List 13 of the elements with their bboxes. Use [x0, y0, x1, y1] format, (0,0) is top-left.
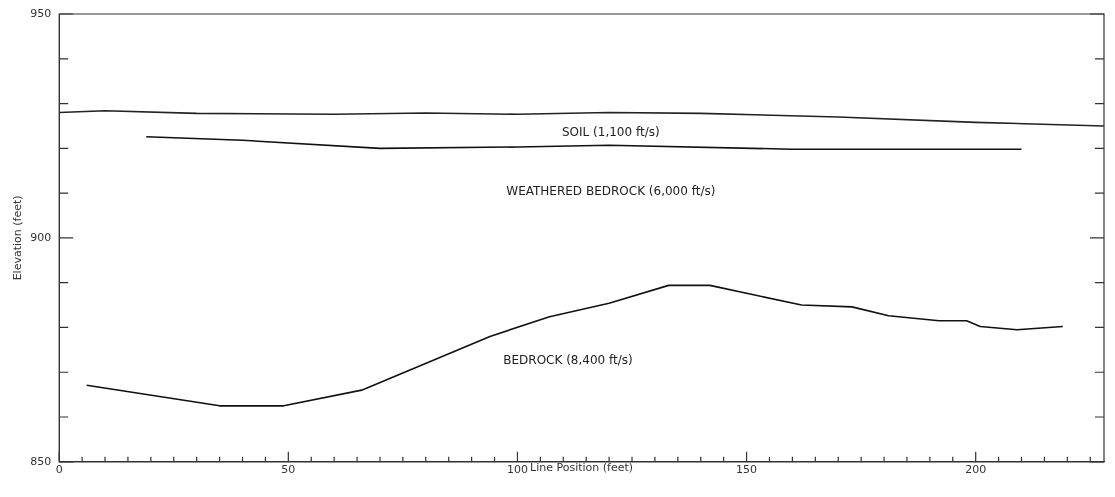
y-tick-label: 900	[30, 230, 52, 244]
x-tick-label: 150	[736, 463, 758, 477]
x-tick-label: 100	[506, 463, 528, 477]
x-tick-label: 50	[281, 463, 296, 477]
x-tick-label: 200	[965, 463, 987, 477]
y-axis-title: Elevation (feet)	[11, 195, 25, 281]
x-tick-label: 0	[55, 463, 63, 477]
x-axis-title: Line Position (feet)	[530, 461, 634, 475]
y-tick-label: 850	[30, 454, 52, 468]
annotation: WEATHERED BEDROCK (6,000 ft/s)	[506, 184, 716, 199]
annotation: SOIL (1,100 ft/s)	[562, 124, 660, 139]
annotation: BEDROCK (8,400 ft/s)	[503, 352, 633, 367]
y-tick-label: 950	[30, 6, 52, 20]
